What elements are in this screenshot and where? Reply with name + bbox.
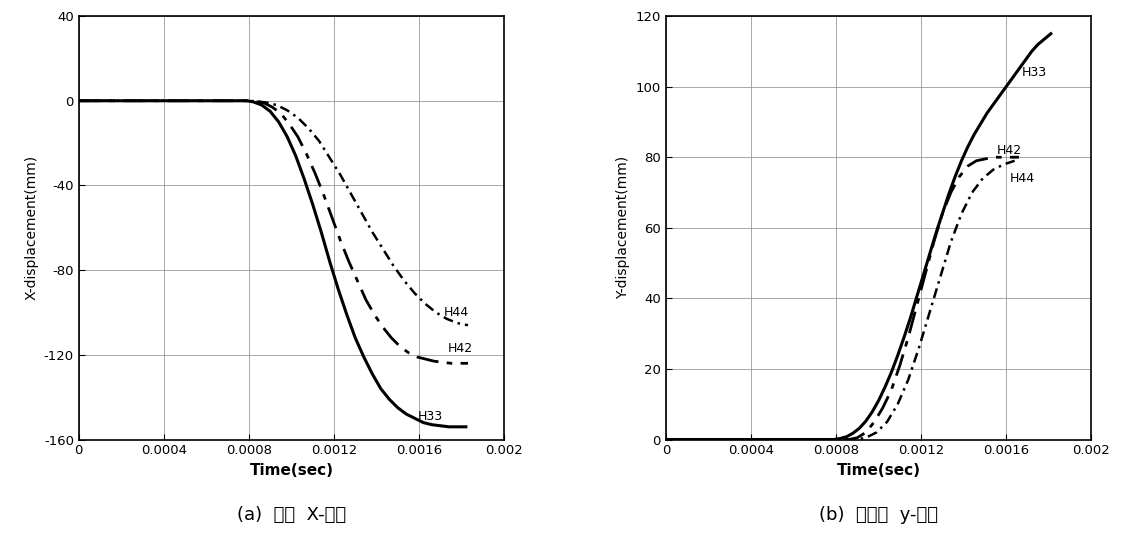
Text: H33: H33: [1023, 66, 1047, 79]
Y-axis label: Y-displacement(mm): Y-displacement(mm): [616, 156, 630, 300]
Text: (b)  플랜지  y-방향: (b) 플랜지 y-방향: [819, 505, 938, 524]
Text: (a)  웨브  X-방향: (a) 웨브 X-방향: [237, 505, 346, 524]
Text: H33: H33: [418, 410, 443, 423]
Text: H42: H42: [997, 144, 1022, 157]
Text: H42: H42: [448, 342, 472, 355]
Text: H44: H44: [443, 306, 469, 319]
Text: H44: H44: [1009, 172, 1035, 185]
Y-axis label: X-displacement(mm): X-displacement(mm): [25, 155, 38, 300]
X-axis label: Time(sec): Time(sec): [837, 463, 920, 478]
X-axis label: Time(sec): Time(sec): [250, 463, 333, 478]
